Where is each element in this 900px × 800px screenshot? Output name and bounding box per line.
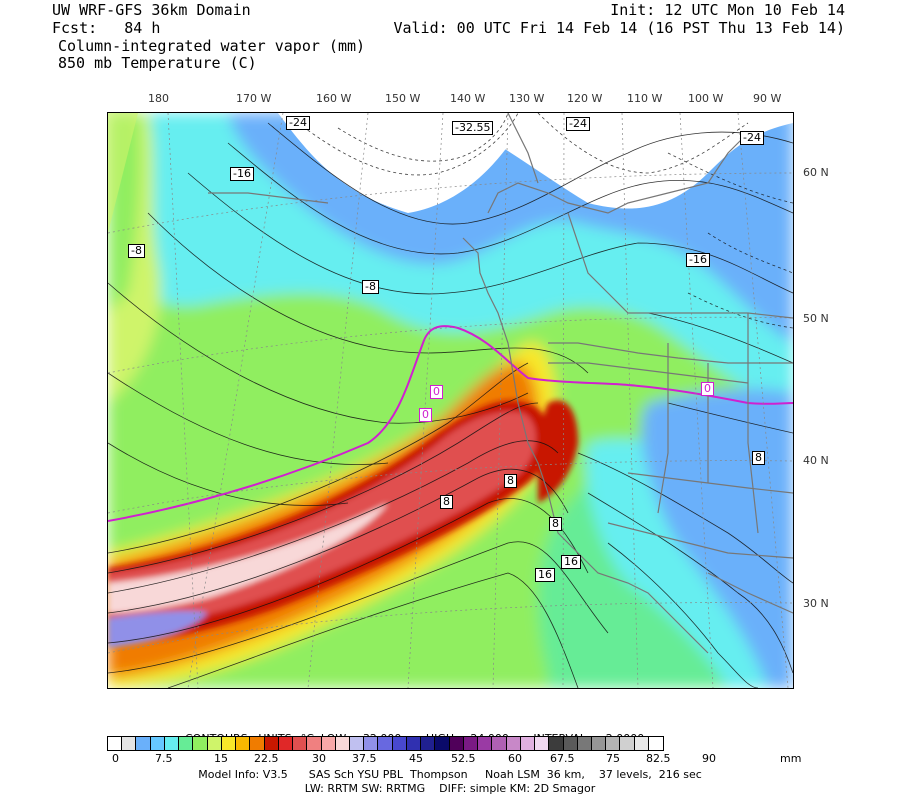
colorbar-swatch — [307, 737, 322, 750]
lon-label: 170 W — [236, 92, 272, 105]
colorbar-swatch — [250, 737, 265, 750]
model-info: Model Info: V3.5 SAS Sch YSU PBL Thompso… — [198, 768, 702, 781]
colorbar-swatch — [335, 737, 350, 750]
colorbar-swatch — [193, 737, 208, 750]
contour-label: -16 — [230, 167, 254, 181]
water-vapor-map — [108, 113, 793, 688]
colorbar-swatch — [179, 737, 194, 750]
colorbar-tick: 15 — [214, 752, 228, 765]
lat-label: 60 N — [803, 166, 829, 179]
physics-info: LW: RRTM SW: RRTMG DIFF: simple KM: 2D S… — [304, 782, 596, 795]
colorbar-tick: 30 — [312, 752, 326, 765]
colorbar — [107, 736, 665, 751]
contour-label: -24 — [740, 131, 764, 145]
colorbar-tick: 7.5 — [155, 752, 173, 765]
colorbar-unit: mm — [780, 752, 802, 765]
colorbar-swatch — [164, 737, 180, 750]
map-panel: -24 -32.55 -24 -24 -16 -8 -8 -16 0 0 0 8… — [107, 112, 794, 689]
colorbar-swatch — [236, 737, 251, 750]
lon-label: 120 W — [567, 92, 603, 105]
colorbar-swatch — [549, 737, 564, 750]
contour-label: 8 — [504, 474, 517, 488]
colorbar-swatch — [150, 737, 165, 750]
colorbar-swatch — [563, 737, 578, 750]
lon-label: 150 W — [385, 92, 421, 105]
colorbar-swatch — [492, 737, 507, 750]
colorbar-swatch — [264, 737, 279, 750]
colorbar-swatch — [435, 737, 450, 750]
colorbar-swatch — [392, 737, 407, 750]
colorbar-tick: 45 — [409, 752, 423, 765]
contour-label: -16 — [686, 253, 710, 267]
contour-label: -8 — [128, 244, 145, 258]
colorbar-swatch — [648, 737, 664, 750]
colorbar-swatch — [293, 737, 308, 750]
colorbar-swatch — [108, 737, 123, 750]
colorbar-swatch — [634, 737, 649, 750]
contour-label: 16 — [535, 568, 555, 582]
colorbar-tick: 67.5 — [550, 752, 575, 765]
lon-label: 180 — [148, 92, 169, 105]
colorbar-swatch — [535, 737, 550, 750]
colorbar-tick: 37.5 — [352, 752, 377, 765]
colorbar-swatch — [506, 737, 521, 750]
colorbar-tick: 0 — [112, 752, 119, 765]
contour-label: 8 — [752, 451, 765, 465]
valid-time: Valid: 00 UTC Fri 14 Feb 14 (16 PST Thu … — [393, 19, 845, 37]
lon-label: 110 W — [627, 92, 663, 105]
lat-label: 50 N — [803, 312, 829, 325]
colorbar-swatch — [606, 737, 621, 750]
lon-label: 130 W — [509, 92, 545, 105]
lon-label: 90 W — [753, 92, 782, 105]
colorbar-swatch — [349, 737, 365, 750]
contour-label: -24 — [286, 116, 310, 130]
lon-label: 100 W — [688, 92, 724, 105]
colorbar-swatch — [421, 737, 436, 750]
model-title: UW WRF-GFS 36km Domain — [52, 1, 251, 19]
colorbar-swatch — [378, 737, 393, 750]
contour-label: 0 — [419, 408, 432, 422]
colorbar-swatch — [406, 737, 422, 750]
lon-label: 160 W — [316, 92, 352, 105]
field-label-2: 850 mb Temperature (C) — [58, 54, 257, 72]
contour-label: 8 — [440, 495, 453, 509]
contour-label: -32.55 — [452, 121, 494, 135]
colorbar-swatch — [207, 737, 222, 750]
colorbar-swatch — [620, 737, 635, 750]
colorbar-swatch — [136, 737, 151, 750]
contour-label: 8 — [549, 517, 562, 531]
colorbar-swatch — [122, 737, 137, 750]
contour-label: 0 — [430, 385, 443, 399]
lat-label: 30 N — [803, 597, 829, 610]
colorbar-tick: 52.5 — [451, 752, 476, 765]
colorbar-tick: 90 — [702, 752, 716, 765]
colorbar-swatch — [520, 737, 536, 750]
colorbar-tick: 22.5 — [254, 752, 279, 765]
colorbar-swatch — [478, 737, 493, 750]
init-time: Init: 12 UTC Mon 10 Feb 14 — [610, 1, 845, 19]
colorbar-swatch — [591, 737, 607, 750]
colorbar-swatch — [577, 737, 592, 750]
colorbar-swatch — [278, 737, 294, 750]
contour-label: -8 — [362, 280, 379, 294]
colorbar-tick: 82.5 — [646, 752, 671, 765]
contour-label: -24 — [566, 117, 590, 131]
colorbar-tick: 60 — [508, 752, 522, 765]
forecast-hour: Fcst: 84 h — [52, 19, 161, 37]
colorbar-swatch — [321, 737, 336, 750]
colorbar-swatch — [221, 737, 237, 750]
contour-label: 0 — [701, 382, 714, 396]
colorbar-swatch — [463, 737, 479, 750]
field-label-1: Column-integrated water vapor (mm) — [58, 37, 366, 55]
contour-label: 16 — [561, 555, 581, 569]
lon-label: 140 W — [450, 92, 486, 105]
colorbar-swatch — [449, 737, 464, 750]
lat-label: 40 N — [803, 454, 829, 467]
colorbar-tick: 75 — [606, 752, 620, 765]
colorbar-swatch — [364, 737, 379, 750]
